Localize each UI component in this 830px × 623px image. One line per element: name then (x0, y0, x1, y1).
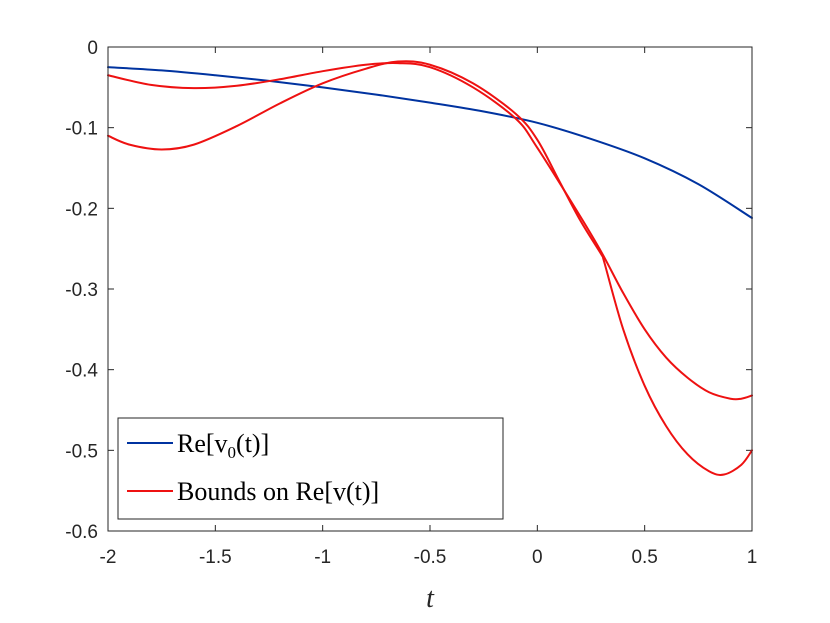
legend-entry-re-v0: Re[v0(t)] (177, 429, 269, 462)
y-tick-label: 0 (87, 38, 98, 59)
y-tick-label: -0.5 (65, 441, 98, 462)
x-tick-label: -1.5 (199, 547, 232, 568)
series-line-lower-bound (107, 60, 753, 476)
legend-box (117, 417, 504, 520)
x-tick-label: 0 (532, 547, 543, 568)
y-tick-label: -0.6 (65, 522, 98, 543)
legend: Re[v0(t)] Bounds on Re[v(t)] (117, 417, 504, 520)
tick-labels: -2 -1.5 -1 -0.5 0 0.5 1 0 -0.1 -0.2 -0.3 -0.4 -0.5 -0… (65, 38, 757, 568)
legend-entry-bounds: Bounds on Re[v(t)] (177, 477, 379, 506)
y-tick-label: -0.4 (65, 361, 98, 382)
x-axis-label: t (426, 583, 435, 614)
x-tick-label: -2 (100, 547, 117, 568)
y-tick-label: -0.2 (65, 199, 98, 220)
legend-entry-re-v0-tail: (t)] (236, 429, 269, 458)
legend-entry-re-v0-main: Re[v (177, 429, 228, 458)
x-tick-label: -0.5 (414, 547, 447, 568)
legend-entry-bounds-main: Bounds on Re[v(t)] (177, 477, 379, 506)
series-line-upper-bound (107, 62, 753, 401)
x-tick-label: -1 (314, 547, 331, 568)
plot-area-box (107, 46, 753, 532)
legend-entry-re-v0-sub: 0 (228, 443, 237, 462)
series-line-re-v0 (107, 66, 753, 220)
y-tick-label: -0.3 (65, 280, 98, 301)
y-tick-label: -0.1 (65, 119, 98, 140)
x-tick-label: 1 (747, 547, 758, 568)
x-tick-label: 0.5 (631, 547, 657, 568)
series-layer (107, 60, 753, 476)
